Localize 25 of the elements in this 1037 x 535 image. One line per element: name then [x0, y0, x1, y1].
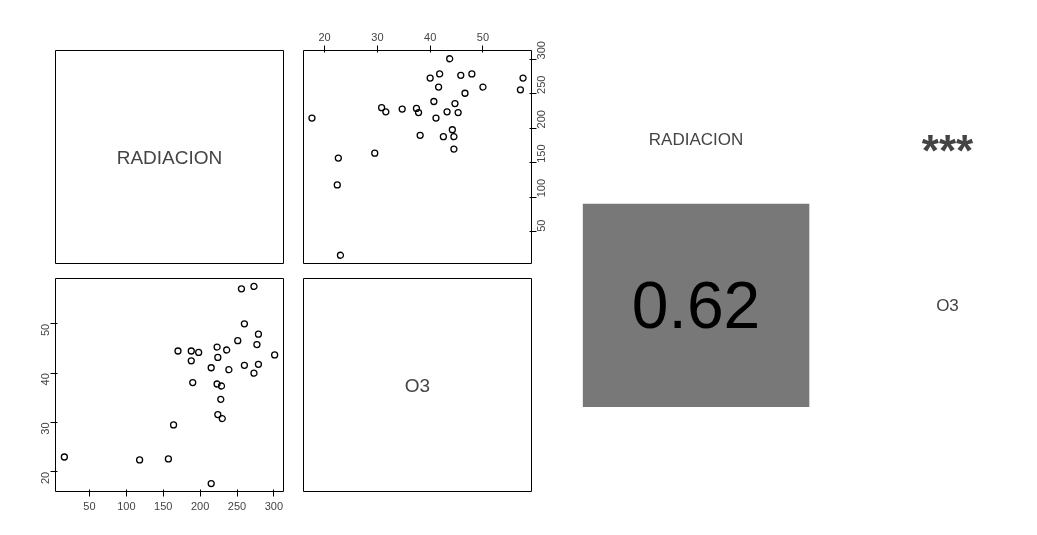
y-tick-label: 50 — [535, 219, 548, 232]
x-tick-label: 50 — [476, 30, 490, 43]
text: *** — [921, 125, 975, 175]
data-label: 0.62 — [631, 268, 761, 343]
y-tick-label: 20 — [39, 471, 52, 485]
x-tick-label: 250 — [227, 499, 247, 512]
y-tick-label: 250 — [535, 75, 548, 94]
y-tick-label: 40 — [39, 373, 52, 386]
y-tick-label: 100 — [535, 178, 548, 198]
y-tick-label: 200 — [535, 110, 548, 129]
x-tick-label: 20 — [318, 30, 331, 43]
x-tick-label: 100 — [117, 499, 136, 512]
text: O3 — [936, 295, 959, 315]
x-tick-label: 300 — [264, 499, 284, 512]
text: RADIACION — [648, 130, 744, 150]
x-tick-label: 30 — [371, 30, 384, 43]
text: RADIACION — [116, 146, 223, 168]
y-tick-label: 150 — [535, 144, 548, 163]
y-tick-label: 30 — [39, 422, 52, 435]
x-tick-label: 200 — [190, 499, 210, 512]
x-tick-label: 150 — [154, 499, 173, 512]
y-tick-label: 50 — [39, 323, 52, 337]
x-tick-label: 50 — [83, 499, 96, 512]
x-tick-label: 40 — [424, 30, 437, 43]
text: O3 — [404, 374, 431, 396]
